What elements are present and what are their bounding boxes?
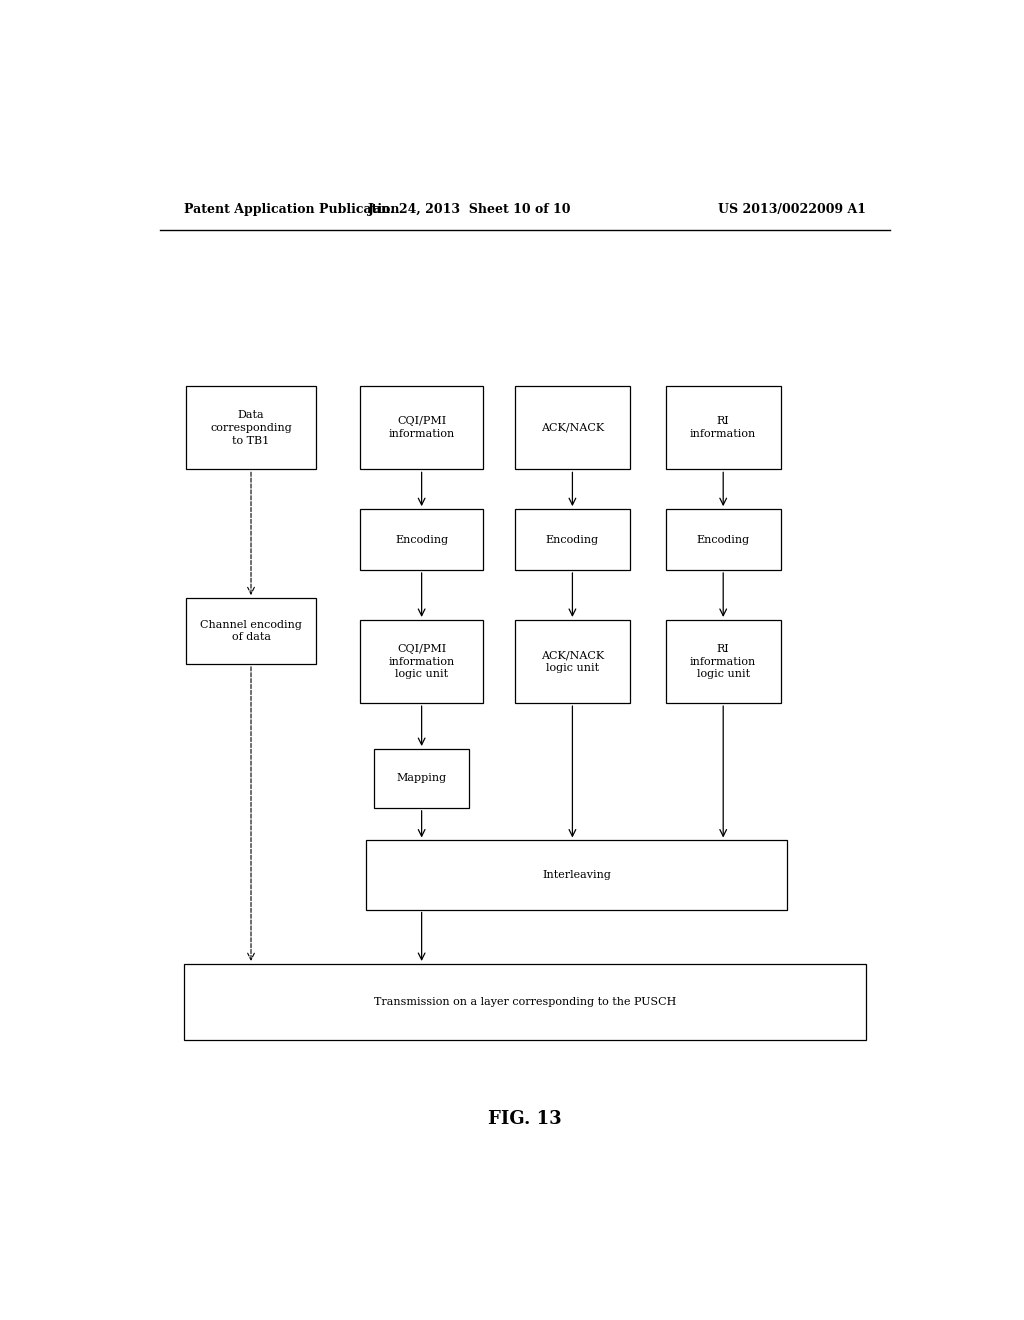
Text: Transmission on a layer corresponding to the PUSCH: Transmission on a layer corresponding to… (374, 997, 676, 1007)
Text: FIG. 13: FIG. 13 (488, 1110, 561, 1127)
Text: CQI/PMI
information: CQI/PMI information (388, 416, 455, 440)
Bar (515, 385, 630, 470)
Text: RI
information
logic unit: RI information logic unit (690, 644, 757, 680)
Text: Data
corresponding
to TB1: Data corresponding to TB1 (210, 411, 292, 446)
Text: RI
information: RI information (690, 416, 757, 440)
Bar (360, 385, 483, 470)
Text: Encoding: Encoding (546, 535, 599, 545)
Bar (515, 510, 630, 570)
Bar (360, 510, 483, 570)
Bar (185, 598, 316, 664)
Text: Interleaving: Interleaving (542, 870, 611, 880)
Text: Channel encoding
of data: Channel encoding of data (200, 619, 302, 643)
Text: Jan. 24, 2013  Sheet 10 of 10: Jan. 24, 2013 Sheet 10 of 10 (368, 203, 571, 215)
Bar (515, 620, 630, 704)
Text: ACK/NACK: ACK/NACK (541, 422, 604, 433)
Text: US 2013/0022009 A1: US 2013/0022009 A1 (718, 203, 866, 215)
Text: CQI/PMI
information
logic unit: CQI/PMI information logic unit (388, 644, 455, 680)
Bar (183, 964, 866, 1040)
Bar (360, 620, 483, 704)
Bar (666, 385, 780, 470)
Bar (666, 620, 780, 704)
Text: Patent Application Publication: Patent Application Publication (183, 203, 399, 215)
Text: Encoding: Encoding (395, 535, 449, 545)
Bar (374, 748, 469, 808)
Bar (366, 841, 786, 909)
Bar (185, 385, 316, 470)
Text: Encoding: Encoding (696, 535, 750, 545)
Text: Mapping: Mapping (396, 774, 446, 783)
Bar (666, 510, 780, 570)
Text: ACK/NACK
logic unit: ACK/NACK logic unit (541, 651, 604, 673)
